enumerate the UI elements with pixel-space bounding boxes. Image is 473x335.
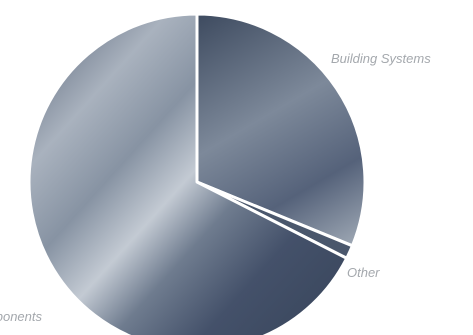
slice-label-other: Other: [347, 265, 380, 280]
pie-slice-components: [27, 12, 349, 335]
pie-labels: Building Systems Other Components: [0, 51, 431, 324]
pie-slice-building-systems: [195, 12, 367, 248]
slice-label-components: Components: [0, 309, 42, 324]
slice-label-building-systems: Building Systems: [331, 51, 431, 66]
pie-slices: [27, 12, 367, 335]
